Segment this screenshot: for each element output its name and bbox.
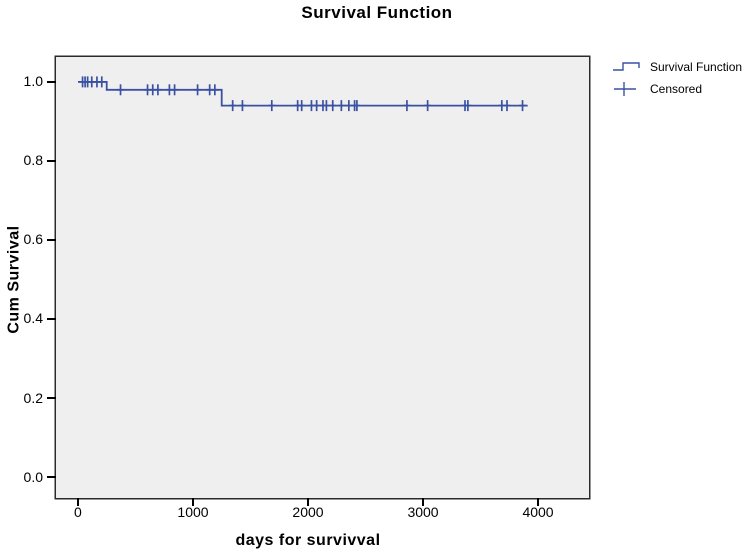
y-tick-mark: [47, 476, 56, 478]
y-tick-mark: [47, 239, 56, 241]
y-tick-label: 0.2: [23, 389, 43, 406]
y-tick-label: 0.8: [23, 152, 43, 169]
x-axis-title: days for survivval: [235, 532, 381, 549]
x-tick-mark: [307, 498, 309, 506]
x-tick-mark: [192, 498, 194, 506]
y-tick-label: 0.6: [23, 231, 43, 248]
y-tick-mark: [47, 397, 56, 399]
x-tick-label: 2000: [292, 504, 324, 520]
x-tick-label: 4000: [522, 504, 554, 520]
y-tick-mark: [47, 318, 56, 320]
x-tick-label: 3000: [407, 504, 439, 520]
plot-area: [56, 57, 589, 498]
legend-item-censored: Censored: [612, 78, 742, 100]
legend-label-survival-function: Survival Function: [650, 60, 743, 74]
x-tick-label: 0: [74, 504, 82, 520]
legend-label-censored: Censored: [650, 82, 703, 96]
legend: Survival Function Censored: [612, 56, 742, 100]
survival-curve-svg: [78, 76, 528, 112]
plus-icon: [614, 82, 636, 96]
y-tick-label: 1.0: [23, 73, 43, 90]
y-tick-label: 0.4: [23, 310, 43, 327]
chart-title: Survival Function: [301, 3, 453, 22]
survival-step-line: [78, 80, 528, 107]
y-axis-title: Cum Survival: [5, 225, 23, 334]
y-tick-label: 0.0: [23, 468, 43, 485]
x-tick-mark: [77, 498, 79, 506]
x-tick-label: 1000: [177, 504, 209, 520]
step-line-icon: [613, 62, 640, 71]
legend-item-survival-function: Survival Function: [612, 56, 742, 78]
y-tick-mark: [47, 81, 56, 83]
y-tick-mark: [47, 160, 56, 162]
x-tick-mark: [422, 498, 424, 506]
x-tick-mark: [537, 498, 539, 506]
